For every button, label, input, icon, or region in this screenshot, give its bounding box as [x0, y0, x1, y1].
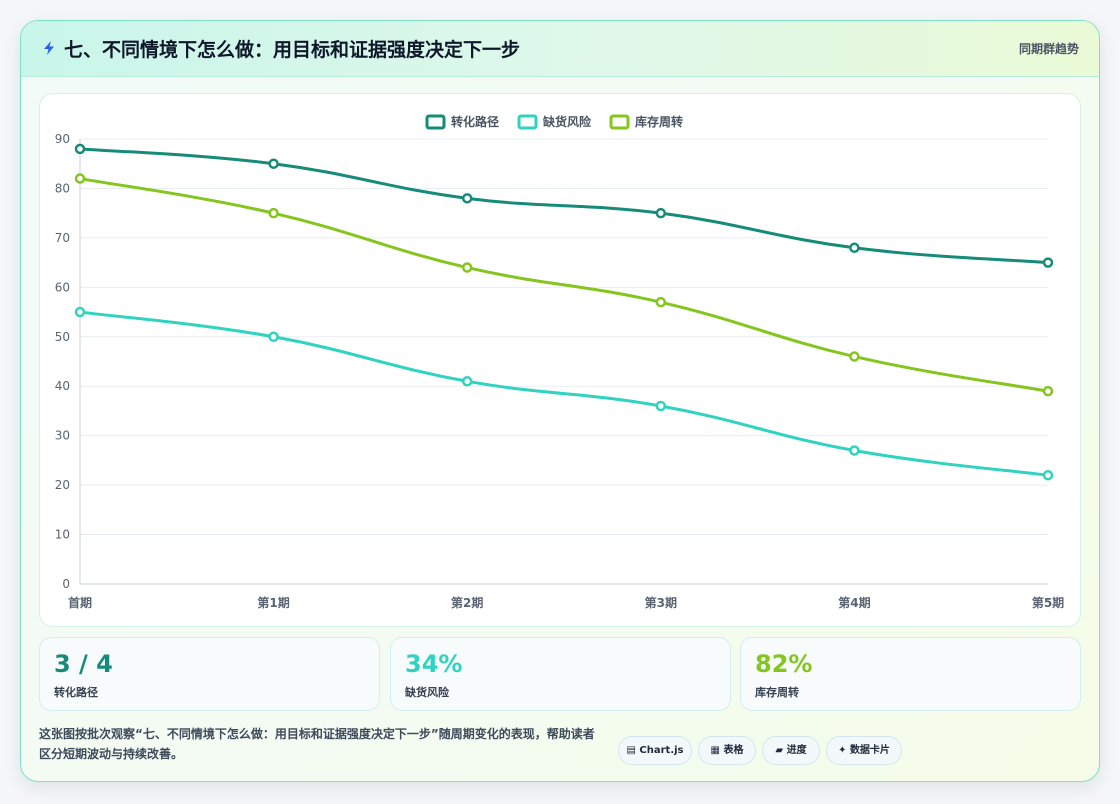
data-point: [1042, 385, 1054, 397]
y-tick-label: 30: [55, 429, 70, 443]
trend-label: 同期群趋势: [1018, 42, 1079, 56]
data-point: [74, 143, 86, 155]
y-tick-label: 80: [55, 181, 70, 195]
legend-label: 缺货风险: [543, 114, 592, 129]
data-point: [1042, 257, 1054, 268]
chart-canvas: 0 10 20 30 40 50 60 70 80 90 首期 第1期 第2期 第3期 第4期 第5期 转化路径…: [55, 114, 1064, 610]
y-tick-label: 50: [55, 330, 70, 344]
legend-swatch: [609, 114, 630, 130]
legend-label: 库存周转: [635, 114, 683, 129]
chart-description: 这张图按批次观察“七、不同情境下怎么做：用目标和证据强度决定下一步”随周期变化的…: [39, 727, 595, 761]
stat-card-stockout: 34% 缺货风险: [390, 637, 731, 711]
series-line-0: [78, 147, 1050, 265]
chip-label: 数据卡片: [849, 745, 890, 756]
y-tick-label: 40: [55, 379, 70, 393]
chart-icon: ▤: [626, 745, 636, 756]
stat-card-turnover: 82% 库存周转: [740, 637, 1081, 711]
line-chart: 0 10 20 30 40 50 60 70 80 90 首期 第1期 第2期 第3期 第4期 第5期 转化路径…: [39, 93, 1081, 627]
chip-label: Chart.js: [639, 745, 684, 756]
y-tick-label: 70: [55, 231, 70, 245]
x-tick-label: 第4期: [838, 595, 870, 610]
stat-value: 3 / 4: [54, 650, 113, 678]
data-point: [655, 400, 667, 412]
x-tick-label: 第2期: [451, 595, 483, 610]
data-point: [268, 207, 279, 219]
data-point: [461, 193, 473, 204]
data-point: [655, 296, 667, 308]
data-point: [74, 306, 86, 318]
data-point: [74, 173, 86, 184]
chip-label: 表格: [723, 745, 744, 756]
x-tick-label: 首期: [68, 595, 92, 610]
chip-table[interactable]: ▦ 表格: [698, 736, 756, 765]
data-point: [849, 242, 860, 254]
data-point: [268, 331, 279, 343]
series-line-2: [78, 177, 1050, 393]
chip-progress[interactable]: ▰ 进度: [762, 736, 820, 765]
stat-label: 库存周转: [755, 686, 799, 699]
lightning-icon: [44, 41, 54, 55]
report-card: 七、不同情境下怎么做：用目标和证据强度决定下一步 同期群趋势 0 10 20 30 40…: [20, 20, 1100, 782]
legend-label: 转化路径: [451, 114, 499, 129]
stat-label: 缺货风险: [405, 686, 449, 699]
chip-label: 进度: [786, 745, 807, 756]
y-tick-label: 60: [55, 280, 70, 294]
legend-swatch: [425, 114, 446, 130]
data-point: [268, 158, 279, 169]
y-tick-label: 10: [55, 528, 70, 542]
data-point: [461, 376, 473, 387]
stat-card-conversion: 3 / 4 转化路径: [39, 637, 380, 711]
page-title: 七、不同情境下怎么做：用目标和证据强度决定下一步: [64, 39, 521, 61]
stat-value: 82%: [755, 650, 813, 678]
chip-data-card[interactable]: ✦ 数据卡片: [826, 736, 902, 765]
stat-value: 34%: [405, 650, 463, 678]
data-point: [461, 262, 473, 273]
card-icon: ✦: [838, 745, 847, 756]
data-point: [655, 207, 667, 219]
legend-swatch: [517, 114, 538, 130]
y-tick-label: 20: [55, 478, 70, 492]
data-point: [1042, 469, 1054, 481]
table-icon: ▦: [710, 745, 720, 756]
data-point: [849, 445, 860, 456]
x-tick-label: 第5期: [1032, 595, 1064, 610]
x-tick-label: 第3期: [645, 595, 677, 610]
y-tick-label: 0: [62, 577, 70, 591]
x-tick-label: 第1期: [257, 595, 289, 610]
card-header: 七、不同情境下怎么做：用目标和证据强度决定下一步 同期群趋势: [21, 21, 1099, 77]
data-point: [849, 351, 860, 362]
y-tick-label: 90: [55, 132, 70, 146]
stat-label: 转化路径: [54, 686, 98, 699]
series-line-1: [78, 310, 1050, 477]
chip-chartjs[interactable]: ▤ Chart.js: [618, 736, 692, 765]
progress-icon: ▰: [775, 745, 784, 756]
